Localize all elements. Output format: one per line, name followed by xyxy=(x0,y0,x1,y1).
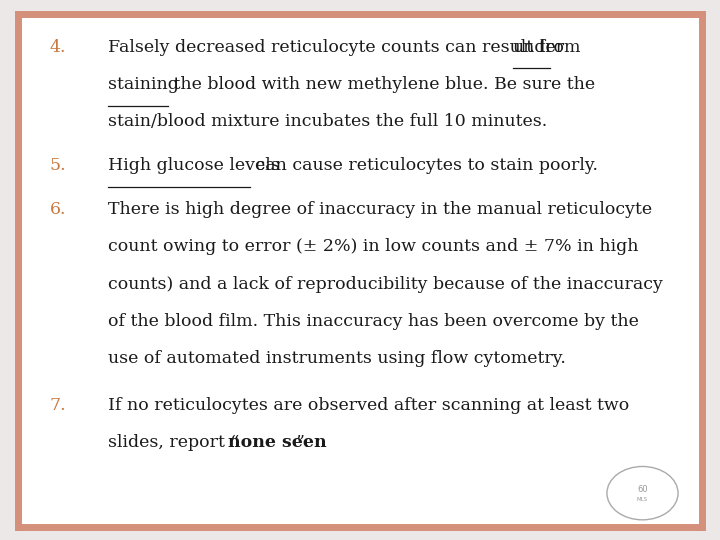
Text: of the blood film. This inaccuracy has been overcome by the: of the blood film. This inaccuracy has b… xyxy=(108,313,639,330)
Text: under: under xyxy=(513,38,565,56)
Text: can cause reticulocytes to stain poorly.: can cause reticulocytes to stain poorly. xyxy=(251,157,598,174)
Text: 4.: 4. xyxy=(50,38,66,56)
Text: Falsely decreased reticulocyte counts can result from: Falsely decreased reticulocyte counts ca… xyxy=(108,38,586,56)
Text: staining: staining xyxy=(108,76,179,93)
Text: stain/blood mixture incubates the full 10 minutes.: stain/blood mixture incubates the full 1… xyxy=(108,113,547,130)
Text: the blood with new methylene blue. Be sure the: the blood with new methylene blue. Be su… xyxy=(168,76,595,93)
Text: 6.: 6. xyxy=(50,201,66,218)
Text: ”.: ”. xyxy=(295,434,310,451)
Text: If no reticulocytes are observed after scanning at least two: If no reticulocytes are observed after s… xyxy=(108,396,629,414)
Text: none seen: none seen xyxy=(228,434,327,451)
Text: 60: 60 xyxy=(637,485,648,494)
Text: counts) and a lack of reproducibility because of the inaccuracy: counts) and a lack of reproducibility be… xyxy=(108,275,663,293)
Text: 5.: 5. xyxy=(50,157,66,174)
Text: There is high degree of inaccuracy in the manual reticulocyte: There is high degree of inaccuracy in th… xyxy=(108,201,652,218)
Text: High glucose levels: High glucose levels xyxy=(108,157,280,174)
Text: use of automated instruments using flow cytometry.: use of automated instruments using flow … xyxy=(108,350,566,367)
Text: MLS: MLS xyxy=(637,497,648,502)
Text: slides, report “: slides, report “ xyxy=(108,434,239,451)
Text: count owing to error (± 2%) in low counts and ± 7% in high: count owing to error (± 2%) in low count… xyxy=(108,238,639,255)
Text: 7.: 7. xyxy=(50,396,66,414)
